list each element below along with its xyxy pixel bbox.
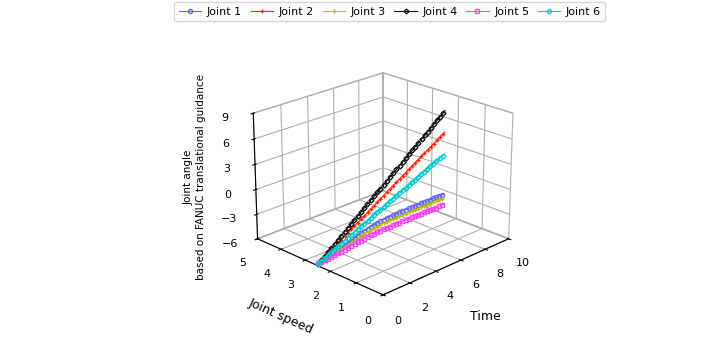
Y-axis label: Joint speed: Joint speed bbox=[246, 296, 315, 336]
Legend: Joint 1, Joint 2, Joint 3, Joint 4, Joint 5, Joint 6: Joint 1, Joint 2, Joint 3, Joint 4, Join… bbox=[174, 2, 605, 21]
X-axis label: Time: Time bbox=[470, 310, 501, 323]
